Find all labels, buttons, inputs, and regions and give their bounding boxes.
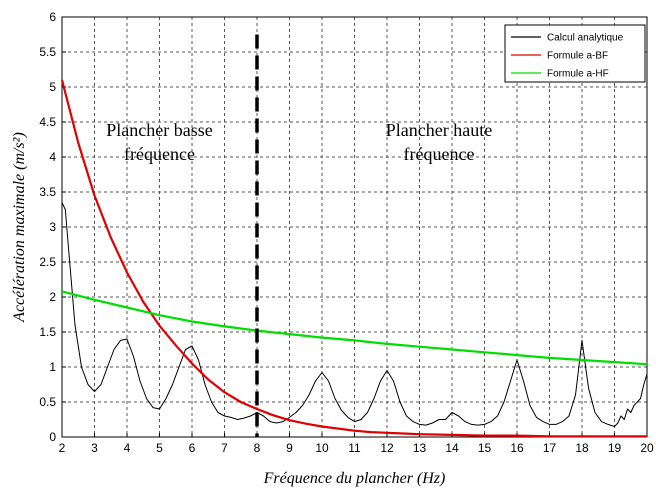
y-tick-label: 6	[49, 10, 56, 24]
y-tick-label: 2	[49, 290, 56, 304]
y-tick-label: 0.5	[39, 395, 56, 409]
x-tick-label: 2	[59, 441, 66, 455]
x-tick-label: 14	[445, 441, 459, 455]
x-tick-label: 6	[189, 441, 196, 455]
legend-label: Calcul analytique	[547, 33, 624, 44]
x-tick-label: 19	[608, 441, 622, 455]
y-tick-label: 4.5	[39, 115, 56, 129]
y-axis-title: Accélération maximale (m/s²)	[11, 132, 28, 323]
legend-label: Formule a-HF	[547, 69, 609, 80]
x-tick-label: 7	[221, 441, 228, 455]
x-tick-label: 8	[254, 441, 261, 455]
series-lines	[60, 79, 648, 438]
y-tick-label: 3	[49, 220, 56, 234]
annotation-line: Plancher basse	[106, 120, 212, 140]
x-tick-label: 4	[124, 441, 131, 455]
x-tick-label: 10	[315, 441, 329, 455]
legend: Calcul analytique Formule a-BF Formule a-H…	[504, 24, 646, 83]
x-tick-label: 15	[478, 441, 492, 455]
x-tick-label: 3	[91, 441, 98, 455]
y-tick-label: 4	[49, 150, 56, 164]
annotations: Plancher basse fréquence Plancher haute fré…	[106, 120, 492, 164]
y-tick-label: 5.5	[39, 45, 56, 59]
annotation-line: Plancher haute	[386, 120, 492, 140]
y-tick-label: 3.5	[39, 185, 56, 199]
legend-label: Formule a-BF	[547, 51, 608, 62]
series-line-3	[61, 290, 648, 366]
x-tick-label: 11	[348, 441, 361, 455]
grid	[62, 17, 647, 437]
x-tick-label: 13	[413, 441, 427, 455]
y-tick-label: 2.5	[39, 255, 56, 269]
x-tick-label: 5	[156, 441, 163, 455]
axis-ticks: 2 3 4 5 6 7 8 9 10 11 12 13 14 15 16 17 18 19 20 0 0.5 1 1.5 2 2…	[39, 10, 654, 455]
y-tick-label: 1.5	[39, 325, 56, 339]
x-tick-label: 9	[286, 441, 293, 455]
y-tick-label: 5	[49, 80, 56, 94]
x-tick-label: 16	[510, 441, 524, 455]
x-tick-label: 12	[380, 441, 394, 455]
y-tick-label: 1	[49, 360, 56, 374]
series-line-1	[61, 202, 648, 427]
x-tick-label: 18	[575, 441, 589, 455]
x-axis-title: Fréquence du plancher (Hz)	[263, 470, 446, 487]
x-tick-label: 20	[640, 441, 654, 455]
annotation-line: fréquence	[404, 144, 475, 164]
y-tick-label: 0	[49, 430, 56, 444]
x-tick-label: 17	[543, 441, 557, 455]
series-line-2	[60, 79, 647, 438]
annotation-line: fréquence	[124, 144, 195, 164]
